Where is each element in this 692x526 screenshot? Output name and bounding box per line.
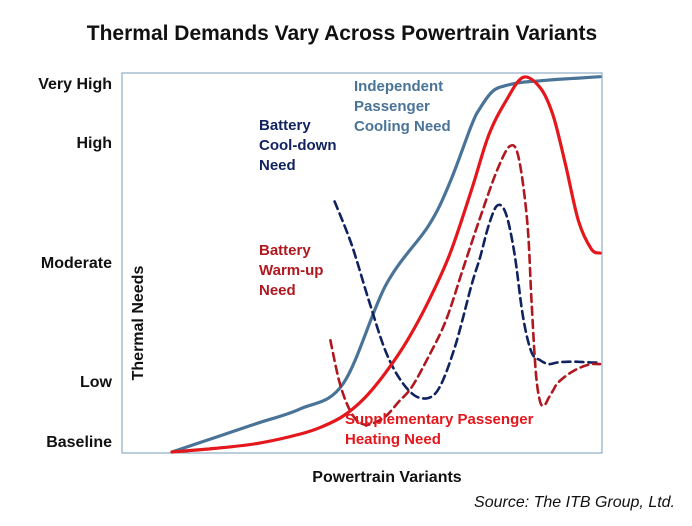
label-battery-warmup: Battery Warm-up Need bbox=[259, 242, 323, 299]
label-battery-cooldown-line-3: Need bbox=[259, 157, 296, 174]
y-tick-very-high: Very High bbox=[38, 76, 112, 93]
plot-frame bbox=[121, 72, 603, 454]
label-independent-cooling-line-2: Passenger bbox=[354, 98, 430, 115]
series-battery-cooldown bbox=[333, 200, 602, 400]
series-layer bbox=[170, 75, 602, 454]
label-battery-warmup-line-2: Warm-up bbox=[259, 262, 323, 279]
label-battery-warmup-line-1: Battery bbox=[259, 242, 311, 259]
label-battery-cooldown-line-2: Cool-down bbox=[259, 137, 336, 154]
label-supplementary-heating-line-2: Heating Need bbox=[345, 431, 441, 448]
series-independent-cooling bbox=[170, 75, 602, 454]
label-supplementary-heating-line-1: Supplementary Passenger bbox=[345, 411, 534, 428]
y-tick-moderate: Moderate bbox=[41, 255, 112, 272]
y-tick-baseline: Baseline bbox=[46, 434, 112, 451]
label-battery-cooldown: Battery Cool-down Need bbox=[259, 117, 336, 174]
label-independent-cooling-line-3: Cooling Need bbox=[354, 118, 451, 135]
y-axis-title: Thermal Needs bbox=[130, 266, 147, 381]
x-axis-title: Powertrain Variants bbox=[312, 469, 461, 486]
y-tick-low: Low bbox=[80, 374, 113, 391]
label-independent-cooling-line-1: Independent bbox=[354, 78, 443, 95]
series-supplementary-heating bbox=[170, 75, 602, 454]
label-battery-warmup-line-3: Need bbox=[259, 282, 296, 299]
chart-title: Thermal Demands Vary Across Powertrain V… bbox=[87, 22, 597, 45]
label-independent-cooling: Independent Passenger Cooling Need bbox=[354, 78, 451, 135]
y-tick-high: High bbox=[76, 135, 112, 152]
label-supplementary-heating: Supplementary Passenger Heating Need bbox=[345, 411, 534, 448]
source-credit: Source: The ITB Group, Ltd. bbox=[474, 494, 675, 511]
label-battery-cooldown-line-1: Battery bbox=[259, 117, 311, 134]
series-battery-warmup bbox=[329, 143, 602, 427]
